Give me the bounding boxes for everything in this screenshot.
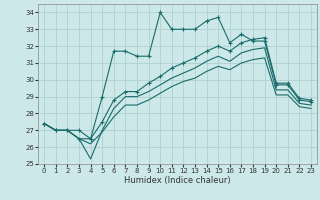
- X-axis label: Humidex (Indice chaleur): Humidex (Indice chaleur): [124, 176, 231, 185]
